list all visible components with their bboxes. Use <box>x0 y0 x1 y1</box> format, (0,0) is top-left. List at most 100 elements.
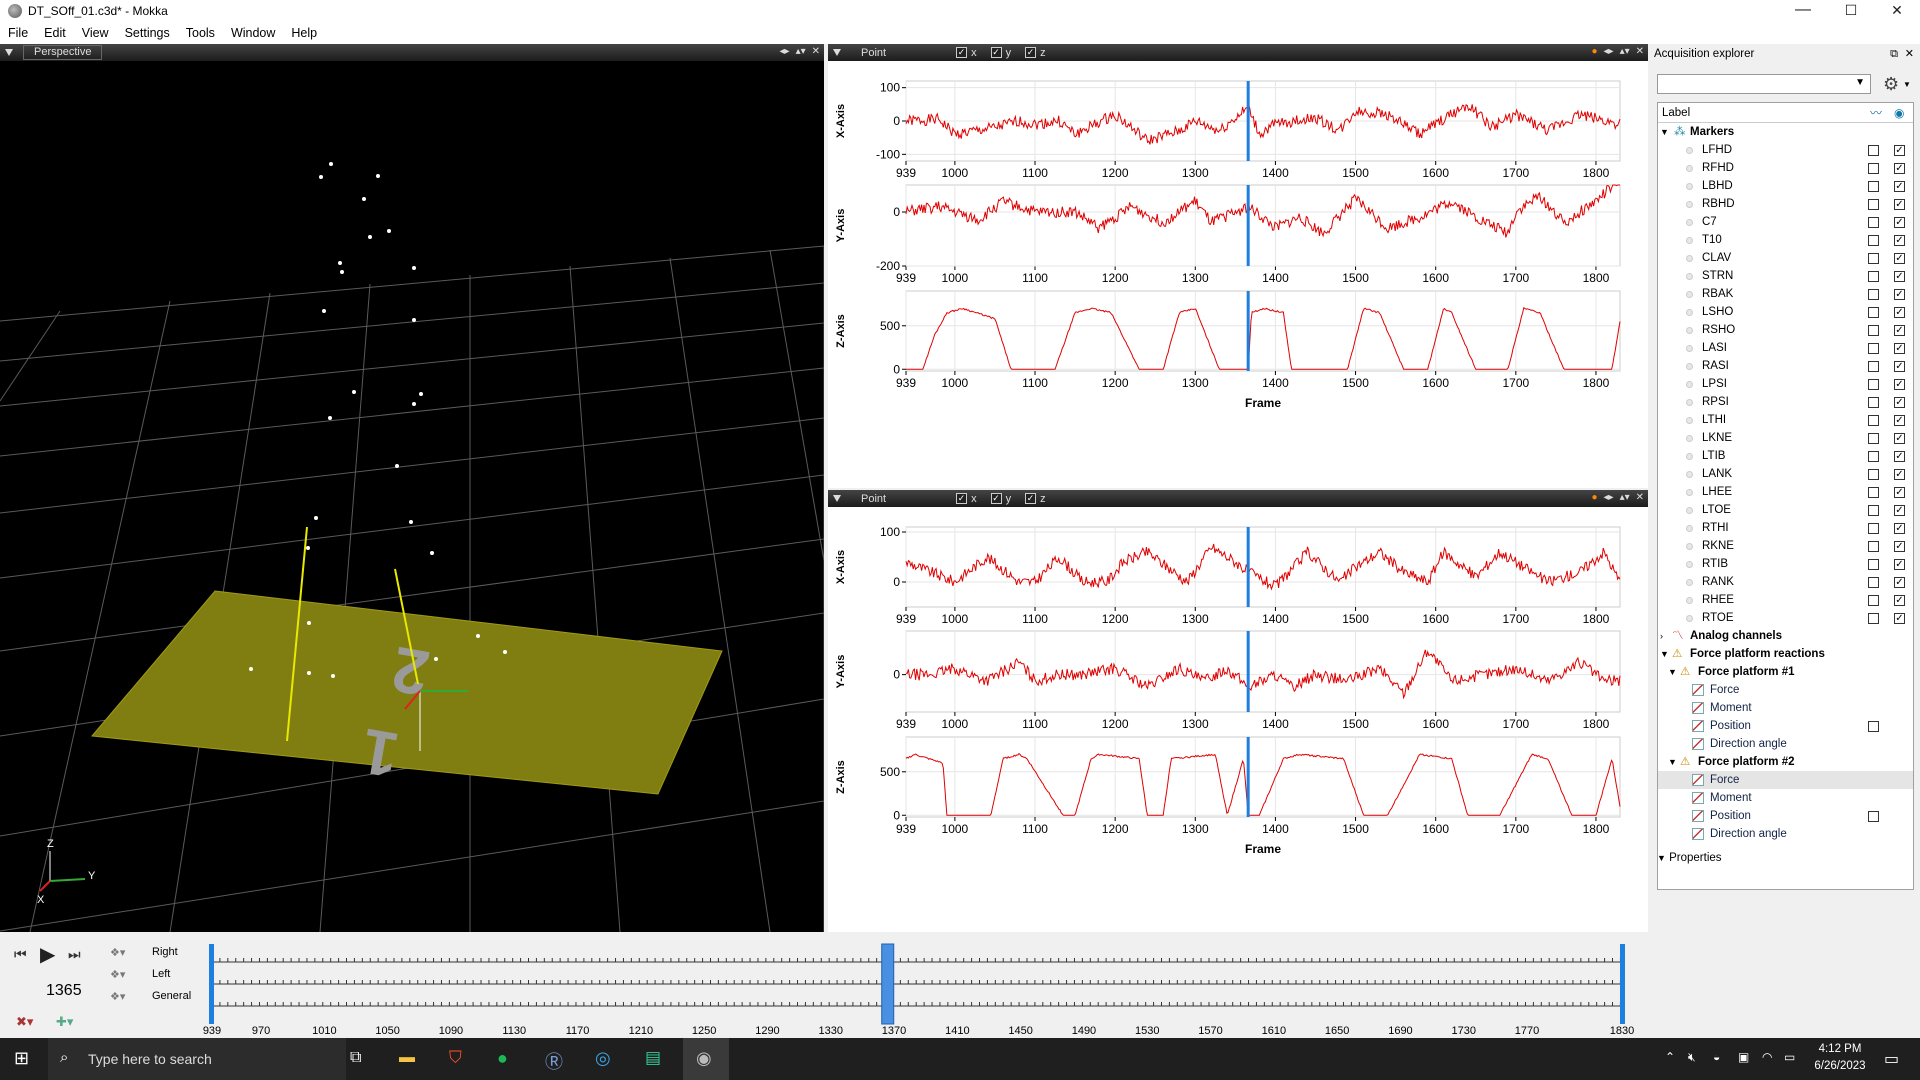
fp1-item[interactable]: Force <box>1658 681 1913 699</box>
toggle-z-checkbox[interactable]: ✓ z <box>1025 492 1046 505</box>
menu-settings[interactable]: Settings <box>124 26 170 40</box>
visibility-checkbox[interactable]: ✓ <box>1894 343 1905 354</box>
close-view-icon[interactable]: ✕ <box>1635 492 1644 503</box>
trajectory-checkbox[interactable] <box>1868 181 1879 192</box>
toggle-z-checkbox[interactable]: ✓ z <box>1025 46 1046 59</box>
tree-node-fp1[interactable]: ▼ ⚠ Force platform #1 <box>1658 663 1913 681</box>
current-frame-value[interactable]: 1365 <box>46 982 82 999</box>
chart-type-label[interactable]: Point <box>861 492 887 505</box>
fp1-item[interactable]: Moment <box>1658 699 1913 717</box>
event-icon[interactable]: ❖▾ <box>110 991 126 1003</box>
trajectory-checkbox[interactable] <box>1868 433 1879 444</box>
menu-edit[interactable]: Edit <box>44 26 66 40</box>
trajectory-column-icon[interactable]: 〰 <box>1870 106 1883 120</box>
visibility-checkbox[interactable]: ✓ <box>1894 217 1905 228</box>
trajectory-checkbox[interactable] <box>1868 613 1879 624</box>
marker-row[interactable]: RKNE ✓ <box>1658 537 1913 555</box>
fp1-item[interactable]: Position <box>1658 717 1913 735</box>
split-horizontal-icon[interactable]: ◂▸ <box>779 46 790 57</box>
close-view-icon[interactable]: ✕ <box>811 46 820 57</box>
visibility-checkbox[interactable]: ✓ <box>1894 469 1905 480</box>
trajectory-checkbox[interactable] <box>1868 343 1879 354</box>
spreadsheet-app-icon[interactable]: ▤ <box>645 1048 662 1067</box>
menu-view[interactable]: View <box>81 26 109 40</box>
visibility-eye-icon[interactable]: ◉ <box>1894 105 1905 120</box>
visibility-checkbox[interactable]: ✓ <box>1894 163 1905 174</box>
notification-icon[interactable]: ▭ <box>1884 1051 1900 1068</box>
trajectory-checkbox[interactable] <box>1868 469 1879 480</box>
battery-icon[interactable]: ▭ <box>1784 1050 1796 1064</box>
marker-row[interactable]: RHEE ✓ <box>1658 591 1913 609</box>
visibility-checkbox[interactable]: ✓ <box>1894 379 1905 390</box>
trajectory-checkbox[interactable] <box>1868 199 1879 210</box>
gear-icon[interactable]: ⚙ <box>1883 74 1900 94</box>
marker-row[interactable]: RFHD ✓ <box>1658 159 1913 177</box>
marker-row[interactable]: C7 ✓ <box>1658 213 1913 231</box>
visibility-checkbox[interactable]: ✓ <box>1894 325 1905 336</box>
visibility-checkbox[interactable]: ✓ <box>1894 487 1905 498</box>
trajectory-checkbox[interactable] <box>1868 163 1879 174</box>
tree-node-analog[interactable]: › 〽 Analog channels <box>1658 627 1913 645</box>
chevron-down-icon[interactable]: ▼ <box>1660 649 1669 659</box>
visibility-checkbox[interactable]: ✓ <box>1894 397 1905 408</box>
close-view-icon[interactable]: ✕ <box>1635 46 1644 57</box>
trajectory-checkbox[interactable] <box>1868 271 1879 282</box>
split-vertical-icon[interactable]: ▴▾ <box>1619 46 1630 57</box>
split-vertical-icon[interactable]: ▴▾ <box>1619 492 1630 503</box>
marker-row[interactable]: RSHO ✓ <box>1658 321 1913 339</box>
marker-row[interactable]: STRN ✓ <box>1658 267 1913 285</box>
file-explorer-icon[interactable]: ▬ <box>399 1049 415 1066</box>
visibility-checkbox[interactable]: ✓ <box>1894 235 1905 246</box>
marker-row[interactable]: RBHD ✓ <box>1658 195 1913 213</box>
marker-row[interactable]: LTHI ✓ <box>1658 411 1913 429</box>
trajectory-checkbox[interactable] <box>1868 253 1879 264</box>
chart-options-icon[interactable]: ● <box>1591 46 1598 57</box>
marker-row[interactable]: LTOE ✓ <box>1658 501 1913 519</box>
toggle-y-checkbox[interactable]: ✓ y <box>990 492 1012 505</box>
fp2-item[interactable]: Position <box>1658 807 1913 825</box>
trajectory-checkbox[interactable] <box>1868 811 1879 822</box>
chevron-up-icon[interactable]: ⌃ <box>1665 1050 1676 1064</box>
minimize-button[interactable]: — <box>1795 1 1811 18</box>
perspective-scene[interactable]: 2 1 Z Y X <box>0 61 824 932</box>
visibility-checkbox[interactable]: ✓ <box>1894 433 1905 444</box>
chevron-down-icon[interactable]: ▼ <box>1660 127 1669 137</box>
trajectory-checkbox[interactable] <box>1868 379 1879 390</box>
visibility-checkbox[interactable]: ✓ <box>1894 559 1905 570</box>
display-icon[interactable]: ▣ <box>1738 1050 1750 1064</box>
split-horizontal-icon[interactable]: ◂▸ <box>1603 492 1614 503</box>
marker-row[interactable]: LANK ✓ <box>1658 465 1913 483</box>
tools-icon[interactable]: ✖▾ <box>16 1014 34 1029</box>
event-tag-icon[interactable]: ✚▾ <box>56 1014 74 1029</box>
split-horizontal-icon[interactable]: ◂▸ <box>1603 46 1614 57</box>
fp2-item[interactable]: Force <box>1658 771 1913 789</box>
dock-menu-icon[interactable] <box>833 49 841 56</box>
trajectory-checkbox[interactable] <box>1868 541 1879 552</box>
trajectory-checkbox[interactable] <box>1868 397 1879 408</box>
marker-row[interactable]: RPSI ✓ <box>1658 393 1913 411</box>
brave-browser-icon[interactable]: ⛉ <box>449 1048 462 1067</box>
fp2-item[interactable]: Direction angle <box>1658 825 1913 843</box>
trajectory-checkbox[interactable] <box>1868 361 1879 372</box>
trajectory-checkbox[interactable] <box>1868 307 1879 318</box>
marker-row[interactable]: RTHI ✓ <box>1658 519 1913 537</box>
chevron-right-icon[interactable]: › <box>1660 631 1663 641</box>
chevron-down-icon[interactable]: ▼ <box>1903 80 1911 89</box>
task-view-icon[interactable]: ⧉ <box>350 1049 362 1066</box>
chevron-down-icon[interactable]: ▼ <box>1668 757 1677 767</box>
chart-type-label[interactable]: Point <box>861 46 887 59</box>
clock-date[interactable]: 6/26/2023 <box>1814 1060 1866 1072</box>
trajectory-checkbox[interactable] <box>1868 217 1879 228</box>
marker-row[interactable]: RBAK ✓ <box>1658 285 1913 303</box>
trajectory-checkbox[interactable] <box>1868 487 1879 498</box>
edge-browser-icon[interactable]: ◎ <box>595 1048 611 1068</box>
menu-window[interactable]: Window <box>230 26 276 40</box>
marker-row[interactable]: LFHD ✓ <box>1658 141 1913 159</box>
visibility-checkbox[interactable]: ✓ <box>1894 271 1905 282</box>
fp2-item[interactable]: Moment <box>1658 789 1913 807</box>
trajectory-checkbox[interactable] <box>1868 523 1879 534</box>
chart-options-icon[interactable]: ● <box>1591 492 1598 503</box>
volume-muted-icon[interactable]: 🔇︎ <box>1688 1050 1696 1064</box>
trajectory-checkbox[interactable] <box>1868 505 1879 516</box>
trajectory-checkbox[interactable] <box>1868 577 1879 588</box>
